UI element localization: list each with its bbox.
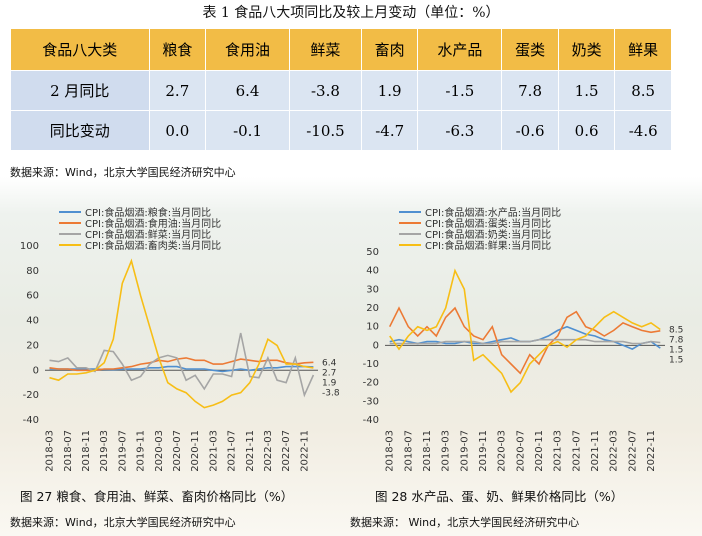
series-line [388,306,661,375]
x-tick-label: 2019-11 [136,430,147,472]
chart-caption: 图 28 水产品、蛋、奶、鲜果价格同比（%） [375,489,623,504]
source-note: 数据来源： Wind，北京大学国民经济研究中心 [350,515,579,529]
series-line [49,258,314,409]
x-tick-label: 2021-03 [553,430,564,472]
x-tick-label: 2020-03 [497,430,508,472]
x-tick-label: 2020-03 [154,430,165,472]
y-tick-label: -40 [23,415,39,426]
legend-label: CPI:食品烟酒:粮食:当月同比 [85,206,211,219]
cell: -4.6 [614,110,672,151]
legend-label: CPI:食品烟酒:奶类:当月同比 [425,228,551,241]
cell: 2.7 [148,70,207,111]
end-label: -3.8 [322,388,340,398]
x-tick-label: 2020-11 [534,430,545,472]
y-tick-label: 40 [26,316,39,327]
legend-label: CPI:食品烟酒:食用油:当月同比 [85,217,221,230]
x-tick-label: 2022-07 [281,430,292,472]
end-label: 1.5 [669,345,683,355]
y-tick-label: -40 [363,415,379,426]
x-tick-label: 2019-11 [478,430,489,472]
cell: 0.6 [557,110,616,151]
y-tick-label: -10 [363,359,379,370]
end-label: 8.5 [669,325,683,335]
x-tick-label: 2022-03 [609,430,620,472]
y-tick-label: 50 [366,247,379,258]
header-cell: 食品八大类 [10,28,150,71]
x-tick-label: 2018-03 [385,430,396,472]
cell: 8.5 [614,70,672,111]
table-title: 表 1 食品八大项同比及较上月变动（单位：%） [202,5,500,21]
source-note: 数据来源：Wind，北京大学国民经济研究中心 [10,515,236,529]
y-tick-label: -30 [363,396,379,407]
cell: 0.0 [148,110,207,151]
series-line [389,338,661,345]
x-tick-label: 2021-07 [227,430,238,472]
y-tick-label: 80 [26,266,39,277]
y-tick-label: 20 [366,303,379,314]
legend-label: CPI:食品烟酒:鲜菜:当月同比 [85,228,211,241]
x-tick-label: 2018-11 [422,430,433,472]
x-tick-label: 2020-07 [515,430,526,472]
x-tick-label: 2018-03 [45,430,56,472]
chart-caption: 图 27 粮食、食用油、鲜菜、畜肉价格同比（%） [20,489,293,504]
cell: 1.5 [557,70,616,111]
y-tick-label: 30 [366,284,379,295]
x-tick-label: 2020-11 [190,430,201,472]
x-tick-label: 2021-11 [245,430,256,472]
end-label: 6.4 [322,358,337,368]
y-tick-label: 40 [366,266,379,277]
cell: -6.3 [417,110,503,151]
x-tick-label: 2022-03 [263,430,274,472]
x-tick-label: 2019-03 [99,430,110,472]
x-tick-label: 2022-11 [646,430,657,472]
x-tick-label: 2018-11 [81,430,92,472]
x-tick-label: 2018-07 [63,430,74,472]
series-line [389,268,661,394]
x-tick-label: 2021-11 [590,430,601,472]
x-tick-label: 2020-07 [172,430,183,472]
source-note: 数据来源：Wind，北京大学国民经济研究中心 [10,166,236,179]
x-tick-label: 2022-11 [299,430,310,472]
cell: -0.6 [501,110,559,151]
x-tick-label: 2018-07 [403,430,414,472]
cell: 7.8 [501,70,559,111]
x-tick-label: 2022-07 [627,430,638,472]
cell: 2 月同比 [10,70,150,111]
x-tick-label: 2021-07 [571,430,582,472]
x-tick-label: 2019-07 [117,430,128,472]
header-cell: 蛋类 [501,28,559,71]
y-tick-label: 100 [20,241,39,252]
end-label: 1.9 [322,378,337,388]
end-label: 2.7 [322,368,336,378]
legend-label: CPI:食品烟酒:畜肉类:当月同比 [85,239,221,252]
legend-label: CPI:食品烟酒:鲜果:当月同比 [425,239,551,252]
y-tick-label: 10 [366,322,379,333]
end-label: 7.8 [669,335,684,345]
cell: -3.8 [288,70,362,111]
legend-label: CPI:食品烟酒:水产品:当月同比 [425,206,561,219]
y-tick-label: 0 [373,340,379,351]
cell: -4.7 [360,110,419,151]
y-tick-label: 20 [26,340,39,351]
y-tick-label: 0 [33,365,39,376]
header-cell: 畜肉 [360,28,419,71]
header-cell: 鲜菜 [288,28,362,71]
y-tick-label: 60 [26,291,39,302]
header-cell: 粮食 [148,28,207,71]
x-tick-label: 2019-07 [459,430,470,472]
table: 食品八大类 粮食 食用油 鲜菜 畜肉 水产品 蛋类 奶类 鲜果 2 月同比 2.7 6.4 -3.8 1… [10,28,672,151]
y-tick-label: -20 [23,390,39,401]
header-cell: 食用油 [205,28,290,71]
cell: 同比变动 [10,110,150,151]
y-tick-label: -20 [363,378,379,389]
x-tick-label: 2019-03 [441,430,452,472]
header-cell: 鲜果 [614,28,672,71]
end-label: 1.5 [669,355,683,365]
cell: -10.5 [288,110,362,151]
legend-label: CPI:食品烟酒:蛋类:当月同比 [425,217,551,230]
x-tick-label: 2021-03 [208,430,219,472]
cell: -0.1 [205,110,290,151]
